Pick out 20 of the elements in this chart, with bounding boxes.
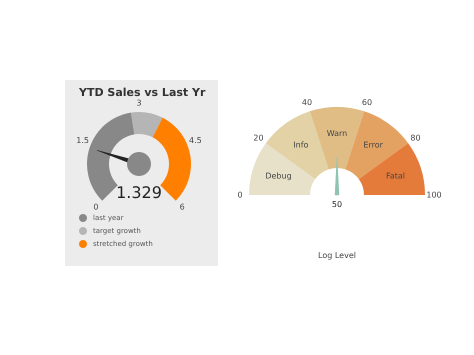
text: 0 xyxy=(237,190,243,200)
text: 0 xyxy=(93,202,98,212)
slice-label: Warn xyxy=(326,129,348,138)
text: Log Level xyxy=(318,251,356,260)
text: 20 xyxy=(253,133,264,142)
text: 100 xyxy=(426,190,442,200)
slice-label: Error xyxy=(363,140,384,150)
text: 80 xyxy=(410,133,421,142)
text: 1.5 xyxy=(76,136,90,146)
text: 4.5 xyxy=(188,136,202,146)
slice-label: Fatal xyxy=(386,171,406,180)
text: 6 xyxy=(180,202,185,212)
text: 50 xyxy=(332,200,342,209)
text: 3 xyxy=(136,98,142,108)
text: 40 xyxy=(302,98,312,108)
slice-label: Info xyxy=(293,140,309,150)
text: 60 xyxy=(362,98,372,108)
slice-label: Debug xyxy=(265,171,292,180)
text: 1.329 xyxy=(116,183,162,202)
chart-title: YTD Sales vs Last Yr xyxy=(78,86,206,99)
